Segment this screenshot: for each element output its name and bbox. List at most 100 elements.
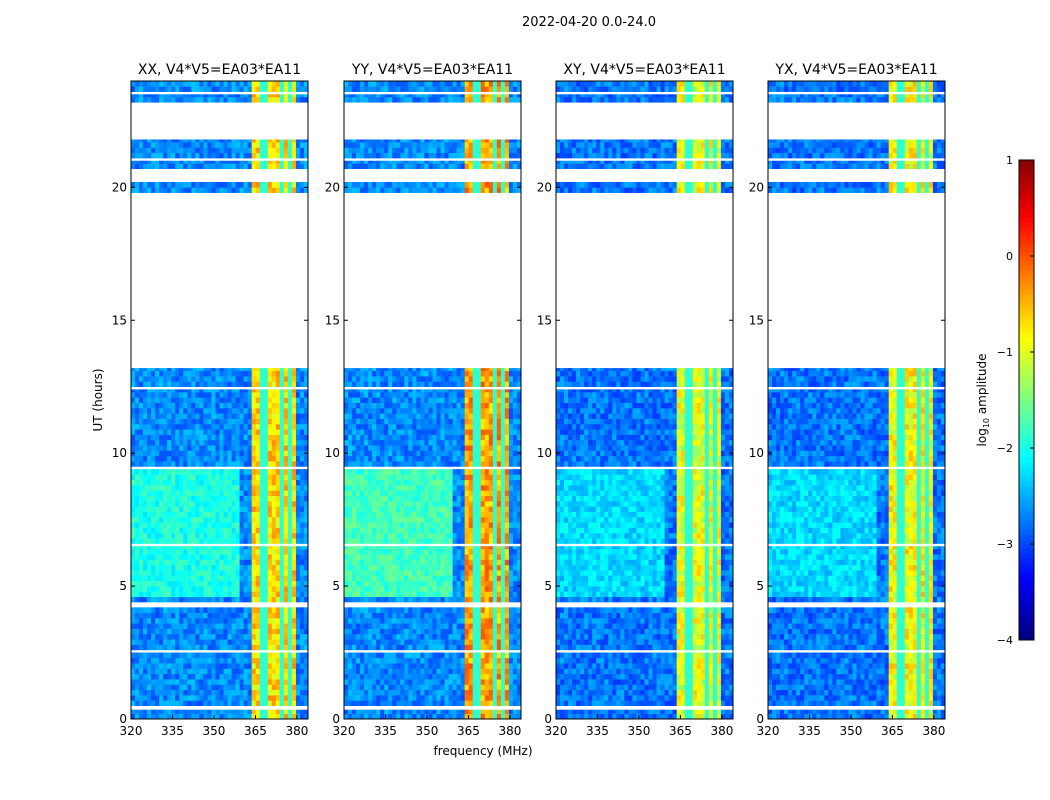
heatmap-cell [135,612,140,619]
heatmap-cell [416,709,421,714]
heatmap-cell [364,644,369,651]
heatmap-cell [143,94,148,98]
heatmap-cell [139,376,144,382]
heatmap-cell [279,532,285,539]
heatmap-cell [179,418,184,425]
heatmap-cell [444,673,449,680]
heatmap-cell [496,516,502,523]
heatmap-cell [360,596,365,603]
heatmap-cell [392,570,397,576]
heatmap-cell [171,469,176,475]
heatmap-cell [440,617,445,624]
heatmap-cell [247,152,253,159]
heatmap-cell [267,139,273,143]
heatmap-cell [508,527,514,534]
heatmap-cell [215,392,220,398]
heatmap-cell [512,709,518,714]
heatmap-cell [400,586,405,592]
heatmap-cell [179,546,184,550]
heatmap-cell [291,559,297,566]
heatmap-cell [187,575,192,582]
heatmap-cell [512,554,518,560]
heatmap-cell [444,633,449,640]
heatmap-cell [508,554,514,560]
heatmap-cell [275,644,281,651]
heatmap-cell [259,376,265,382]
heatmap-cell [460,532,466,539]
heatmap-cell [392,709,397,714]
heatmap-cell [203,695,208,701]
heatmap-cell [271,96,277,103]
heatmap-cell [287,709,293,714]
heatmap-cell [368,657,373,664]
heatmap-cell [512,652,518,659]
heatmap-cell [131,439,136,446]
heatmap-cell [516,527,522,534]
heatmap-cell [303,495,309,502]
heatmap-cell [283,623,289,629]
heatmap-cell [139,623,144,629]
heatmap-cell [259,668,265,675]
heatmap-cell [203,413,208,419]
heatmap-cell [183,490,188,496]
heatmap-cell [452,695,458,701]
heatmap-cell [271,639,277,645]
heatmap-cell [384,554,389,560]
heatmap-cell [223,516,228,523]
heatmap-cell [211,564,216,571]
heatmap-cell [460,657,466,664]
heatmap-cell [179,548,184,555]
heatmap-cell [155,445,160,451]
heatmap-cell [267,532,273,539]
heatmap-cell [243,455,249,462]
heatmap-cell [151,368,156,372]
heatmap-cell [247,94,253,98]
heatmap-cell [512,623,518,629]
heatmap-cell [271,559,277,566]
heatmap-cell [283,370,289,377]
heatmap-cell [275,679,281,685]
heatmap-cell [295,389,301,393]
heatmap-cell [508,657,514,664]
heatmap-cell [295,575,301,582]
heatmap-cell [179,381,184,388]
heatmap-cell [448,559,454,566]
heatmap-cell [143,684,148,691]
heatmap-cell [151,187,156,193]
heatmap-cell [199,163,204,170]
heatmap-cell [368,586,373,592]
heatmap-cell [159,607,164,613]
heatmap-cell [163,368,168,372]
heatmap-cell [135,160,140,164]
heatmap-cell [400,644,405,651]
heatmap-cell [476,623,482,629]
heatmap-cell [231,644,236,651]
heatmap-cell [159,96,164,103]
heatmap-cell [420,548,425,555]
heatmap-cell [163,152,168,159]
heatmap-cell [488,709,494,714]
heatmap-cell [195,695,200,701]
heatmap-cell [259,501,265,507]
heatmap-cell [500,663,506,669]
heatmap-cell [231,402,236,409]
heatmap-cell [231,86,236,92]
heatmap-cell [299,713,305,720]
heatmap-cell [356,657,361,664]
heatmap-cell [195,423,200,430]
heatmap-cell [436,709,441,714]
heatmap-cell [388,663,393,669]
heatmap-cell [183,663,188,669]
heatmap-cell [416,586,421,592]
heatmap-cell [275,402,281,409]
heatmap-cell [267,554,273,560]
heatmap-cell [255,413,261,419]
heatmap-cell [243,644,249,651]
heatmap-cell [500,548,506,555]
heatmap-cell [219,580,224,587]
heatmap-cell [295,376,301,382]
heatmap-cell [295,402,301,409]
heatmap-cell [251,673,257,680]
heatmap-cell [199,506,204,512]
heatmap-cell [480,527,486,534]
